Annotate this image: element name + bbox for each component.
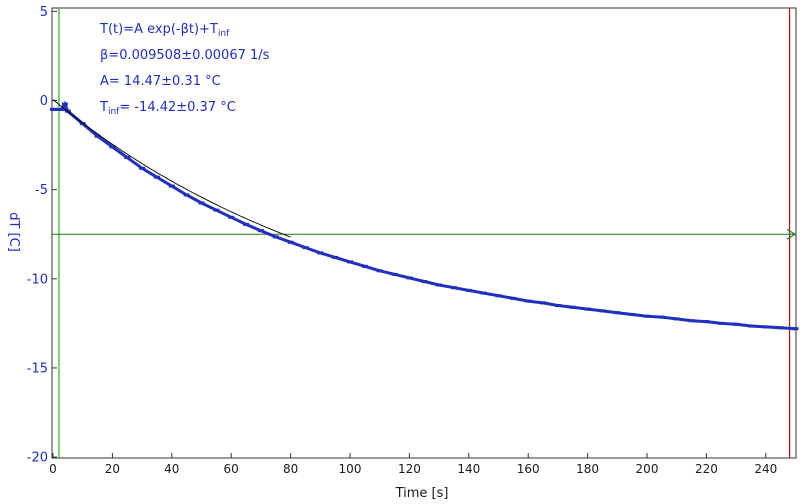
annotation-tinf-rest: = -14.42±0.37 °C xyxy=(119,100,235,115)
x-tick-label: 160 xyxy=(517,462,540,476)
annotation-amplitude: A= 14.47±0.31 °C xyxy=(100,74,221,89)
annotation-model-main: T(t)=A exp(-βt)+T xyxy=(99,22,218,37)
y-tick-label: -15 xyxy=(27,361,48,376)
y-tick-label: 5 xyxy=(40,5,48,20)
y-axis: 5 0 -5 -10 -15 -20 xyxy=(27,5,57,466)
annotation-beta: β=0.009508±0.00067 1/s xyxy=(100,48,270,63)
data-point xyxy=(792,327,799,331)
annotation-model: T(t)=A exp(-βt)+Tinf xyxy=(99,22,230,39)
x-tick-label: 220 xyxy=(695,462,718,476)
x-tick-label: 60 xyxy=(224,462,239,476)
y-tick-label: -5 xyxy=(35,183,48,198)
x-tick-label: 0 xyxy=(49,462,57,476)
annotation-tinf: Tinf= -14.42±0.37 °C xyxy=(99,100,236,117)
annotation-tinf-sub: inf xyxy=(108,107,120,117)
x-axis: 0 20 40 60 80 100 120 140 160 180 200 220 240 xyxy=(49,453,777,476)
y-tick-label: -20 xyxy=(27,451,48,466)
y-axis-title: dT [C] xyxy=(6,212,21,252)
x-tick-label: 200 xyxy=(636,462,659,476)
x-tick-label: 20 xyxy=(105,462,120,476)
data-series xyxy=(50,100,799,331)
level-marker-arrow-icon xyxy=(786,228,797,240)
x-tick-label: 80 xyxy=(283,462,298,476)
x-tick-label: 40 xyxy=(164,462,179,476)
marker-lines xyxy=(52,8,797,458)
data-trace xyxy=(53,100,796,331)
fit-curve xyxy=(52,99,291,238)
x-axis-title: Time [s] xyxy=(395,486,449,501)
y-tick-label: -10 xyxy=(27,272,48,287)
plot-frame xyxy=(51,7,797,459)
annotation-tinf-lead: T xyxy=(99,100,108,115)
x-tick-label: 240 xyxy=(754,462,777,476)
x-tick-label: 100 xyxy=(339,462,362,476)
x-tick-label: 120 xyxy=(398,462,421,476)
y-tick-label: 0 xyxy=(40,94,48,109)
annotation-model-sub: inf xyxy=(218,29,230,39)
x-tick-label: 180 xyxy=(576,462,599,476)
x-tick-label: 140 xyxy=(457,462,480,476)
